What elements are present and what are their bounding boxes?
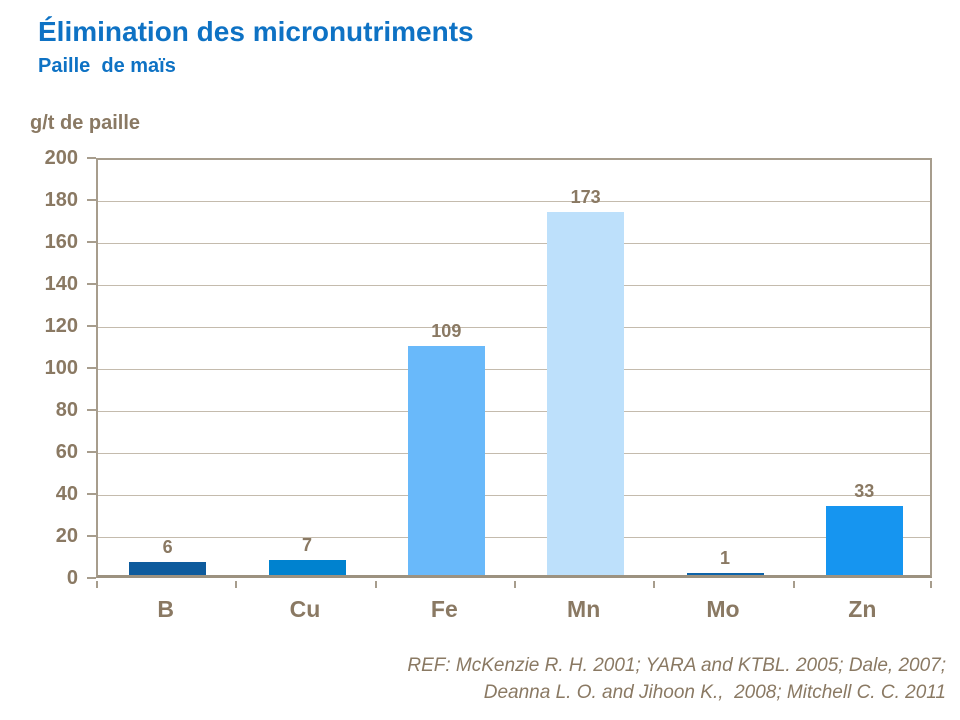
y-tick-mark [87,283,96,285]
bar-value-label-Mo: 1 [719,547,730,568]
x-tick-mark [514,581,516,588]
x-axis-labels: B Cu Fe Mn Mo Zn [96,596,932,626]
y-tick-mark [87,325,96,327]
y-tick-label: 100 [44,357,78,379]
bar-value-label-B: 6 [162,537,173,558]
x-tick-mark [374,581,377,588]
bar-Zn [825,505,903,575]
gridline [98,495,930,496]
y-tick-mark [87,535,96,537]
x-category-label-Mo: Mo [706,596,740,622]
gridline [98,369,930,370]
y-tick-label: 20 [55,525,78,547]
reference-text: REF: McKenzie R. H. 2001; YARA and KTBL.… [126,652,946,706]
chart-subtitle: Paille de maïs [38,55,176,77]
y-tick-label: 60 [55,441,78,463]
x-axis-ticks [96,581,932,589]
gridline [98,201,930,202]
x-tick-mark [653,581,656,588]
bar-value-label-Mn: 173 [570,186,601,207]
bar-Mn [547,211,625,575]
reference-line-2: Deanna L. O. and Jihoon K., 2008; Mitche… [483,682,946,703]
bar-value-label-Fe: 109 [431,321,462,342]
bar-Cu [268,560,346,575]
x-tick-mark [930,581,932,588]
y-tick-mark [87,199,96,201]
bar-value-label-Zn: 33 [854,480,875,501]
y-tick-label: 140 [44,273,78,295]
y-tick-label: 80 [55,399,78,421]
bar-Fe [407,346,485,575]
y-tick-label: 160 [44,231,78,253]
y-tick-label: 120 [44,315,78,337]
bar-B [129,562,207,575]
y-tick-mark [87,367,96,369]
chart-title: Élimination des micronutriments [38,16,474,47]
y-axis-unit-label: g/t de paille [30,112,141,134]
gridline [98,453,930,454]
y-axis: 0 20 40 60 80 100 120 140 160 180 200 [0,148,96,588]
bar-Mo [686,572,764,575]
x-category-label-Mn: Mn [567,596,601,622]
y-tick-mark [87,241,96,243]
x-category-label-Cu: Cu [289,596,321,622]
gridline [98,537,930,538]
y-tick-mark [87,493,96,495]
gridline [98,327,930,328]
x-category-label-Zn: Zn [848,596,877,622]
bar-value-label-Cu: 7 [301,535,312,556]
reference-line-1: REF: McKenzie R. H. 2001; YARA and KTBL.… [407,655,946,676]
y-tick-mark [87,409,96,411]
y-tick-label: 200 [44,147,78,169]
y-tick-mark [87,451,96,453]
x-tick-mark [96,581,98,588]
x-category-label-Fe: Fe [430,596,458,622]
x-tick-mark [792,581,795,588]
gridline [98,243,930,244]
y-tick-label: 0 [66,567,78,589]
gridline [98,411,930,412]
plot-area: 6 7 109 173 1 33 [96,158,932,578]
x-category-label-B: B [157,596,174,622]
y-tick-label: 40 [55,483,78,505]
y-tick-mark [87,577,96,579]
gridline [98,285,930,286]
x-tick-mark [235,581,238,588]
y-tick-mark [87,157,96,159]
y-tick-label: 180 [44,189,78,211]
